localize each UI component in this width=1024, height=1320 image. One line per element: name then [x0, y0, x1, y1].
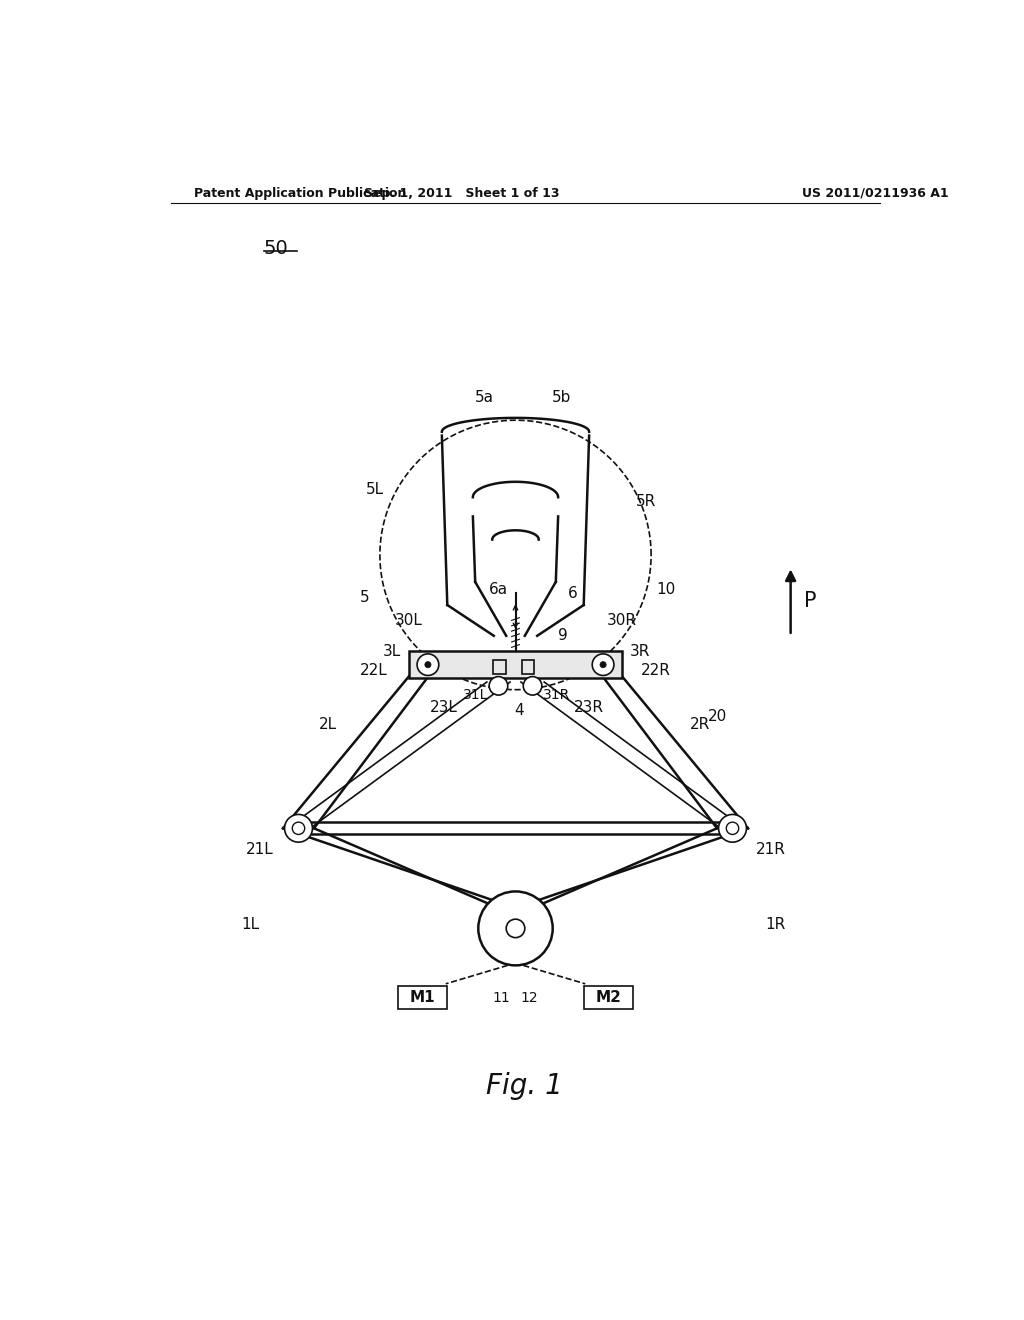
- Circle shape: [592, 653, 614, 676]
- Text: 5L: 5L: [366, 482, 384, 498]
- Circle shape: [523, 677, 542, 696]
- Text: 23R: 23R: [573, 700, 603, 715]
- Text: P: P: [804, 591, 816, 611]
- Circle shape: [425, 661, 431, 668]
- Text: 31R: 31R: [543, 688, 570, 702]
- Text: 30R: 30R: [607, 612, 637, 628]
- Text: 22L: 22L: [359, 663, 388, 678]
- Text: Fig. 1: Fig. 1: [486, 1072, 563, 1101]
- Text: 2R: 2R: [690, 717, 710, 731]
- Text: 5b: 5b: [552, 389, 571, 405]
- Bar: [409, 651, 623, 678]
- Text: 3R: 3R: [630, 644, 650, 659]
- Text: 1L: 1L: [242, 917, 260, 932]
- Text: 11: 11: [493, 991, 510, 1005]
- Text: 22R: 22R: [641, 663, 671, 678]
- Text: M1: M1: [410, 990, 435, 1006]
- Bar: [494, 660, 506, 675]
- Circle shape: [478, 891, 553, 965]
- Text: 12: 12: [520, 991, 539, 1005]
- Text: 1R: 1R: [765, 917, 785, 932]
- Text: 21R: 21R: [756, 842, 785, 858]
- Text: US 2011/0211936 A1: US 2011/0211936 A1: [802, 187, 949, 199]
- Text: 4: 4: [515, 704, 524, 718]
- Text: 23L: 23L: [429, 700, 458, 715]
- Text: 5a: 5a: [475, 389, 494, 405]
- Text: 2L: 2L: [319, 717, 337, 731]
- Circle shape: [285, 814, 312, 842]
- Text: 20: 20: [708, 709, 727, 725]
- Text: 21L: 21L: [246, 842, 273, 858]
- Circle shape: [600, 661, 606, 668]
- Text: 31L: 31L: [463, 688, 488, 702]
- Text: 50: 50: [263, 239, 289, 259]
- Text: 5R: 5R: [636, 494, 656, 508]
- Text: 9: 9: [558, 628, 568, 643]
- Text: 30L: 30L: [394, 612, 423, 628]
- Text: Sep. 1, 2011   Sheet 1 of 13: Sep. 1, 2011 Sheet 1 of 13: [364, 187, 559, 199]
- Text: M2: M2: [596, 990, 622, 1006]
- Text: 6a: 6a: [488, 582, 508, 597]
- Circle shape: [292, 822, 305, 834]
- Bar: [585, 986, 633, 1010]
- Text: 5: 5: [360, 590, 370, 605]
- Text: Patent Application Publication: Patent Application Publication: [194, 187, 407, 199]
- Circle shape: [726, 822, 738, 834]
- Circle shape: [506, 919, 524, 937]
- Text: 10: 10: [656, 582, 676, 597]
- Circle shape: [417, 653, 438, 676]
- Bar: [521, 660, 535, 675]
- Bar: [398, 986, 446, 1010]
- Text: 3L: 3L: [383, 644, 400, 659]
- Text: 6: 6: [568, 586, 578, 601]
- Circle shape: [489, 677, 508, 696]
- Circle shape: [719, 814, 746, 842]
